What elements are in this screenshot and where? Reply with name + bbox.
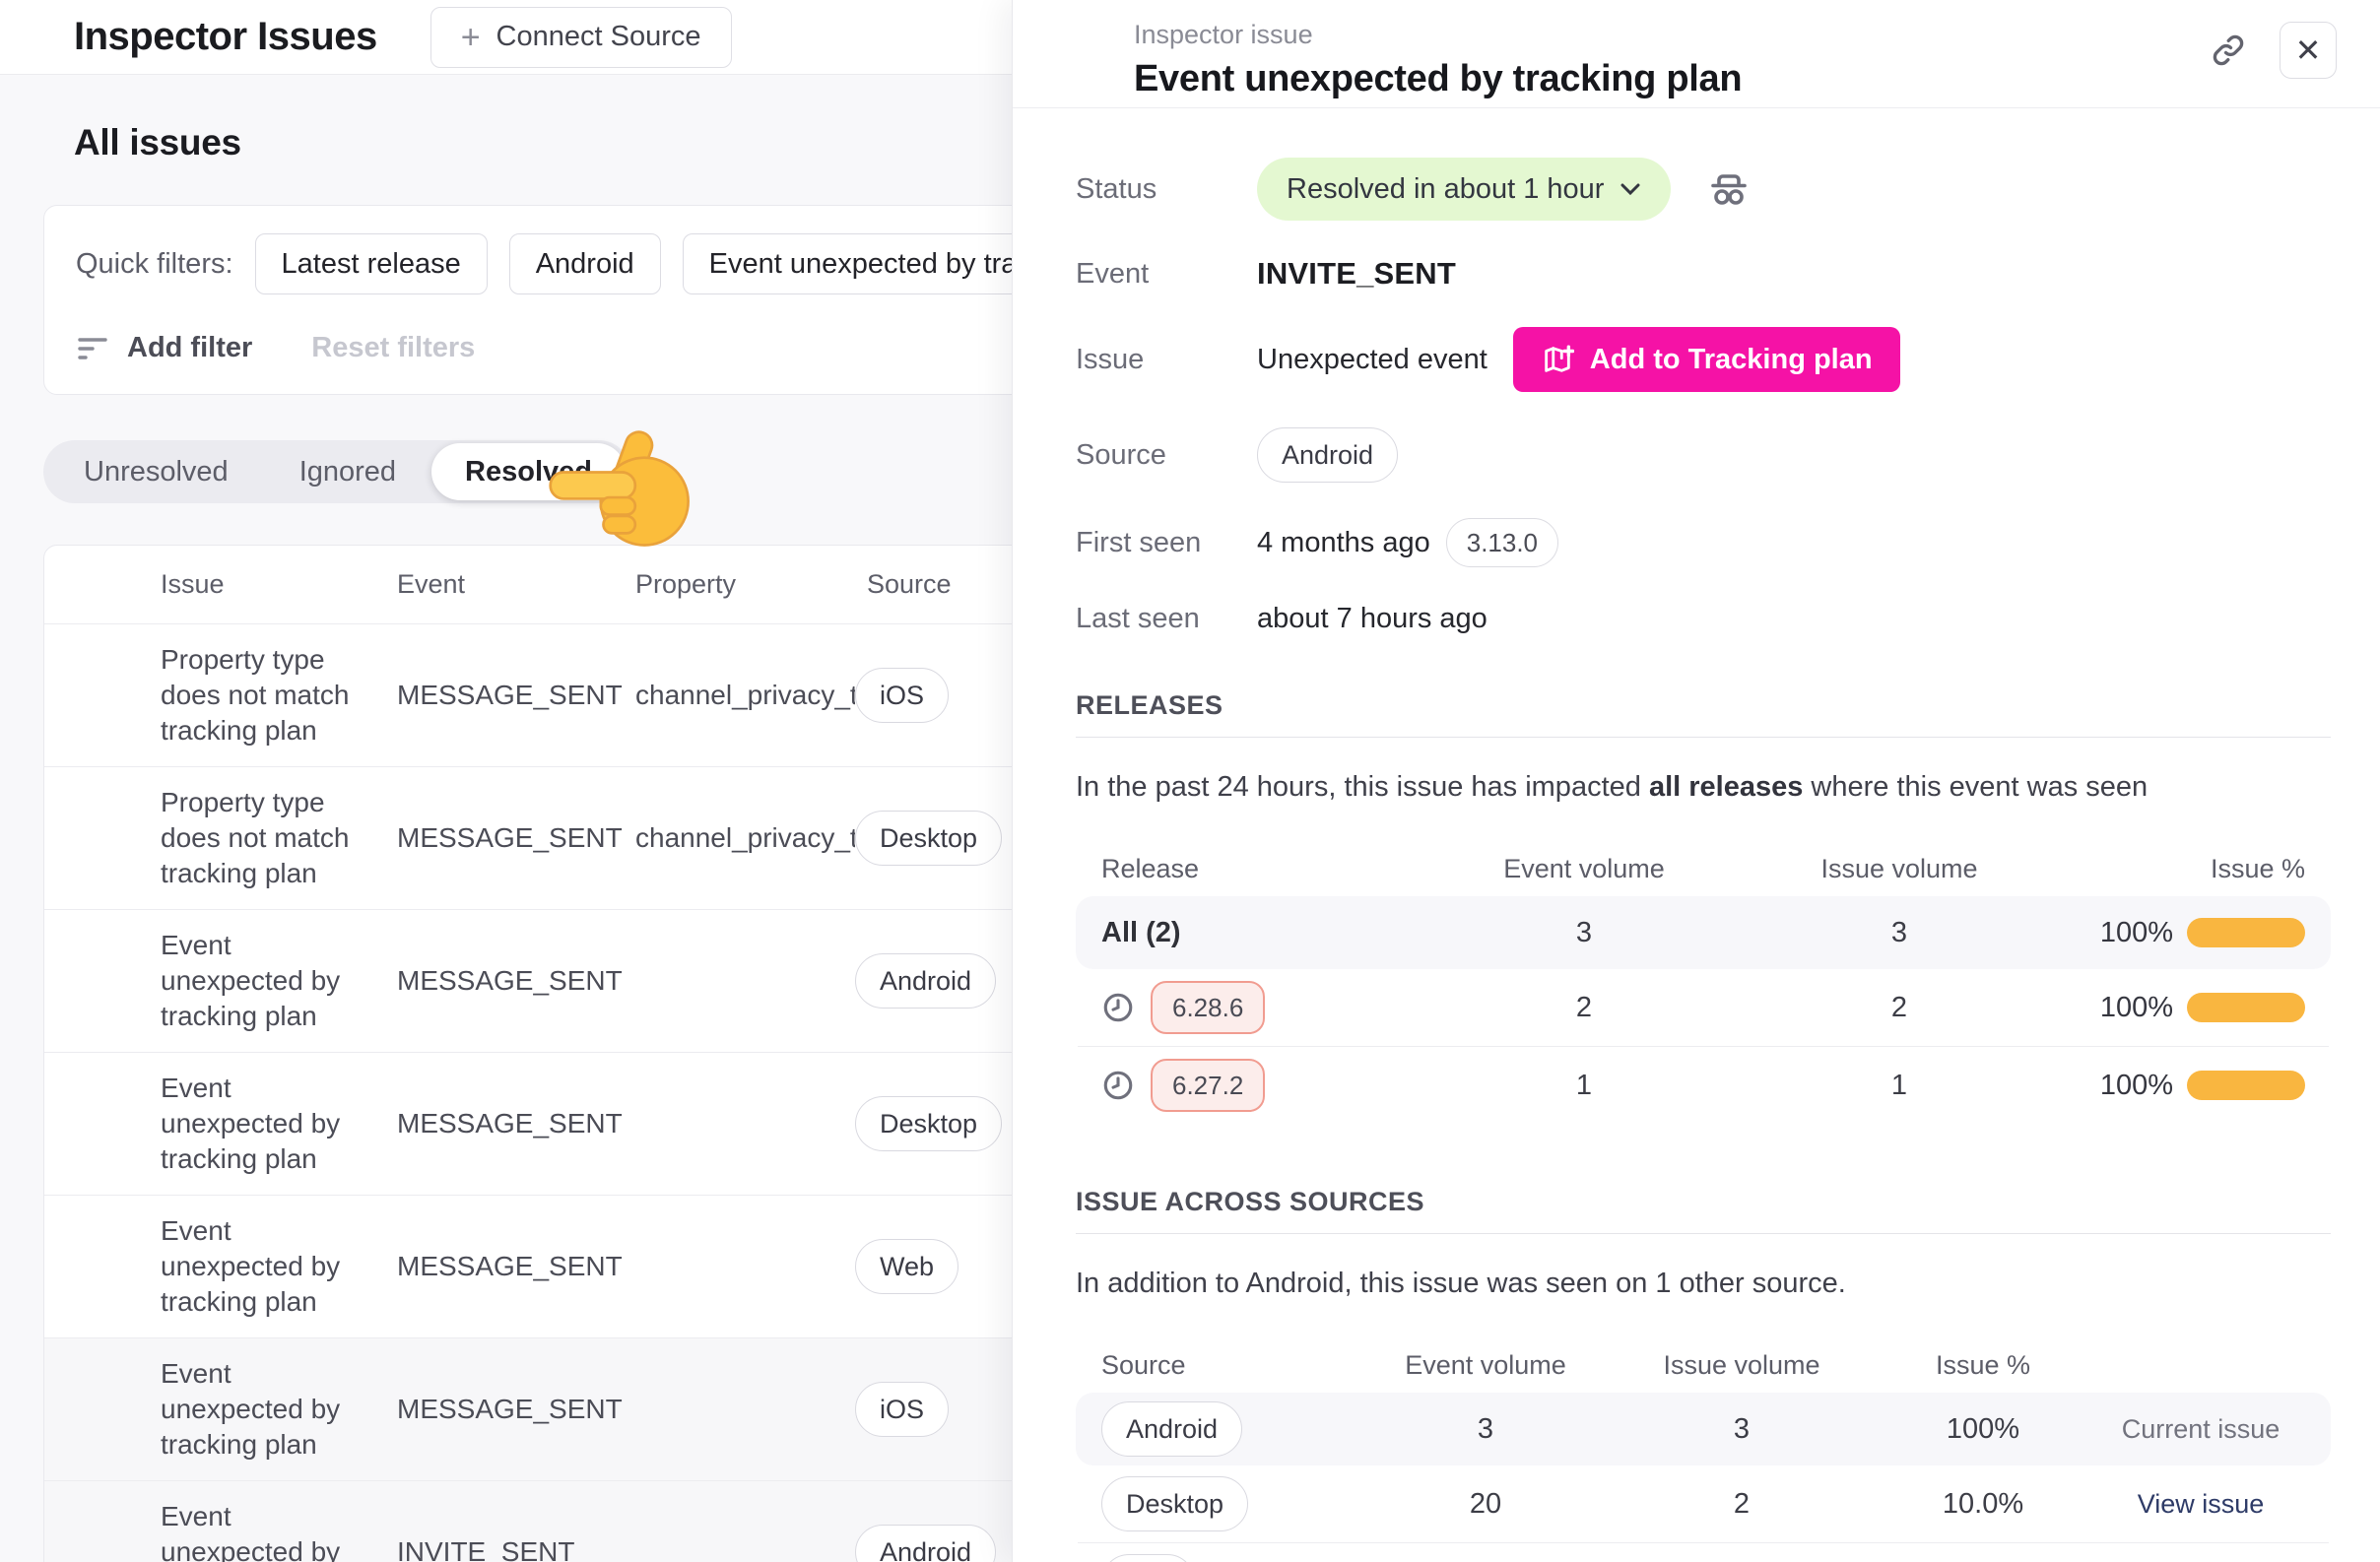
event-field: Event INVITE_SENT	[1076, 256, 2331, 292]
row-divider	[1078, 1046, 2329, 1047]
first-seen-version-badge: 3.13.0	[1445, 518, 1559, 567]
clock-icon	[1103, 993, 1133, 1022]
filter-icon	[78, 337, 107, 359]
filter-chip-android[interactable]: Android	[508, 233, 661, 294]
source-row: Desktop 20 2 10.0% View issue	[1076, 1465, 2331, 1542]
copy-link-button[interactable]	[2203, 25, 2254, 76]
filter-chip-latest-release[interactable]: Latest release	[254, 233, 488, 294]
panel-title: Event unexpected by tracking plan	[1134, 58, 1743, 99]
releases-description: In the past 24 hours, this issue has imp…	[1076, 771, 2149, 803]
table-row-selected[interactable]: Event unexpected by tracking plan INVITE…	[44, 1481, 1106, 1562]
sources-table-header: Source Event volume Issue volume Issue %	[1101, 1349, 2031, 1380]
event-label: Event	[1076, 257, 1150, 290]
last-seen-value: about 7 hours ago	[1257, 603, 1488, 634]
source-chip: iOS	[1101, 1554, 1196, 1562]
panel-kicker: Inspector issue	[1134, 20, 1313, 49]
release-row-all[interactable]: All (2) 3 3 100%	[1076, 896, 2331, 969]
release-row[interactable]: 6.28.6 2 2 100%	[1076, 969, 2331, 1046]
source-chip: Desktop	[1101, 1476, 1249, 1531]
close-icon: ✕	[2294, 33, 2322, 68]
issue-label: Issue	[1076, 343, 1145, 375]
tab-resolved[interactable]: Resolved	[431, 443, 626, 500]
status-dropdown[interactable]: Resolved in about 1 hour	[1257, 158, 1672, 221]
connect-source-button[interactable]: + Connect Source	[430, 6, 732, 68]
source-chip: Desktop	[855, 811, 1003, 866]
source-chip: iOS	[855, 1382, 950, 1437]
status-field: Status Resolved in about 1 hour	[1076, 158, 2331, 221]
connect-source-label: Connect Source	[496, 21, 701, 52]
row-divider	[1078, 1542, 2329, 1543]
sources-description: In addition to Android, this issue was s…	[1076, 1268, 1846, 1299]
issue-pct-bar	[2187, 1071, 2305, 1100]
first-seen-field: First seen 4 months ago 3.13.0	[1076, 518, 2331, 567]
table-row[interactable]: Event unexpected by tracking plan MESSAG…	[44, 910, 1106, 1053]
sources-section: ISSUE ACROSS SOURCES In addition to Andr…	[1076, 1187, 2331, 1562]
source-row: iOS 19 2 10.5% View issue	[1076, 1543, 2331, 1562]
col-issue: Issue	[161, 569, 225, 599]
map-plus-icon	[1545, 345, 1574, 372]
last-seen-field: Last seen about 7 hours ago	[1076, 603, 2331, 635]
release-version-badge: 6.27.2	[1151, 1059, 1266, 1112]
first-seen-value: 4 months ago	[1257, 526, 1430, 558]
source-chip: Android	[855, 1525, 997, 1562]
panel-header: Inspector issue Event unexpected by trac…	[1013, 0, 2380, 108]
source-chip: iOS	[855, 668, 950, 723]
issues-page: All issues Quick filters: Latest release…	[0, 122, 2380, 1562]
page-title: Inspector Issues	[74, 15, 377, 58]
table-row[interactable]: Property type does not match tracking pl…	[44, 624, 1106, 767]
issues-table-header: Issue Event Property Source	[44, 546, 1106, 624]
releases-section: RELEASES In the past 24 hours, this issu…	[1076, 690, 2331, 1124]
table-row[interactable]: Event unexpected by tracking plan MESSAG…	[44, 1196, 1106, 1338]
source-chip: Android	[855, 953, 997, 1009]
table-row[interactable]: Event unexpected by tracking plan MESSAG…	[44, 1053, 1106, 1196]
issue-type: Unexpected event	[1257, 343, 1488, 375]
col-event: Event	[397, 569, 466, 599]
source-chip: Web	[855, 1239, 959, 1294]
quick-filters-label: Quick filters:	[76, 247, 233, 280]
issue-detail-panel: Inspector issue Event unexpected by trac…	[1012, 0, 2380, 1562]
view-issue-link[interactable]: View issue	[2137, 1488, 2265, 1519]
last-seen-label: Last seen	[1076, 603, 1200, 634]
tab-unresolved[interactable]: Unresolved	[84, 455, 229, 488]
source-chip: Desktop	[855, 1096, 1003, 1151]
releases-table-header: Release Event volume Issue volume Issue …	[1101, 853, 2305, 883]
source-chip: Android	[1101, 1401, 1243, 1457]
current-issue-label: Current issue	[2121, 1413, 2281, 1444]
all-issues-heading: All issues	[74, 122, 241, 163]
table-row[interactable]: Property type does not match tracking pl…	[44, 767, 1106, 910]
add-to-tracking-plan-button[interactable]: Add to Tracking plan	[1512, 327, 1900, 392]
reset-filters-button[interactable]: Reset filters	[311, 332, 476, 363]
sources-section-title: ISSUE ACROSS SOURCES	[1076, 1187, 2331, 1234]
chevron-down-icon	[1620, 183, 1640, 196]
releases-table: Release Event volume Issue volume Issue …	[1076, 841, 2331, 1124]
issue-pct-bar	[2187, 918, 2305, 947]
source-chip[interactable]: Android	[1257, 427, 1399, 483]
col-source: Source	[867, 569, 952, 599]
source-field: Source Android	[1076, 427, 2331, 483]
table-row[interactable]: Event unexpected by tracking plan MESSAG…	[44, 1338, 1106, 1481]
close-panel-button[interactable]: ✕	[2280, 22, 2337, 79]
releases-section-title: RELEASES	[1076, 690, 2331, 738]
source-row-current: Android 3 3 100% Current issue	[1076, 1393, 2331, 1465]
event-name: INVITE_SENT	[1257, 256, 1457, 291]
clock-icon	[1103, 1071, 1133, 1100]
sources-table: Source Event volume Issue volume Issue %…	[1076, 1337, 2331, 1562]
incognito-icon[interactable]	[1706, 168, 1752, 210]
issues-table: Issue Event Property Source Property typ…	[43, 545, 1107, 1562]
status-label: Status	[1076, 172, 1157, 205]
issue-field: Issue Unexpected event Add to Tracking p…	[1076, 327, 2331, 392]
issue-pct-bar	[2187, 993, 2305, 1022]
col-property: Property	[635, 569, 737, 599]
release-row[interactable]: 6.27.2 1 1 100%	[1076, 1047, 2331, 1124]
add-filter-button[interactable]: Add filter	[76, 332, 252, 364]
first-seen-label: First seen	[1076, 526, 1202, 558]
plus-icon: +	[460, 18, 481, 56]
link-icon	[2213, 34, 2244, 66]
release-version-badge: 6.28.6	[1151, 981, 1266, 1034]
source-label: Source	[1076, 438, 1166, 471]
tab-ignored[interactable]: Ignored	[298, 455, 397, 488]
